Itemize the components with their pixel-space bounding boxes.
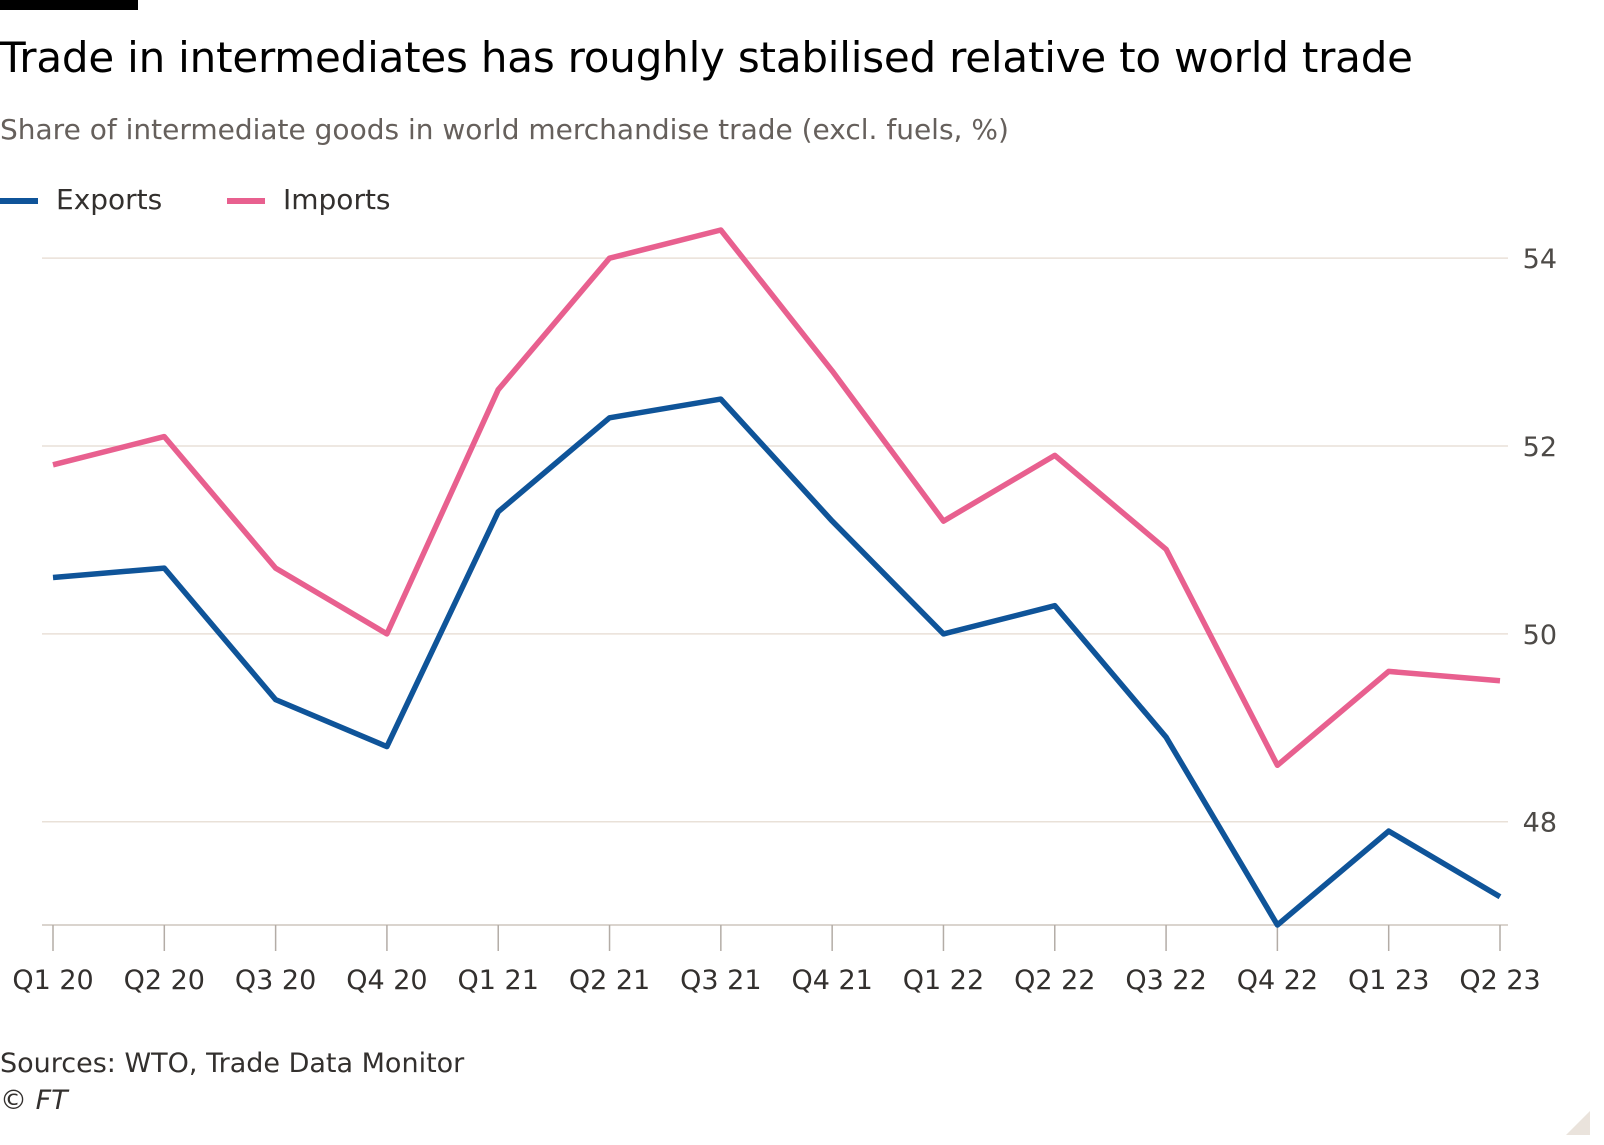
source-note: Sources: WTO, Trade Data Monitor [0, 1048, 465, 1079]
x-tick-label-q4-22: Q4 22 [1237, 965, 1318, 996]
x-tick-label-q3-20: Q3 20 [235, 965, 316, 996]
x-tick-label-q2-22: Q2 22 [1014, 965, 1095, 996]
y-tick-label-54: 54 [1523, 244, 1557, 275]
legend-swatch-imports [227, 198, 265, 204]
x-tick-label-q1-21: Q1 21 [458, 965, 539, 996]
x-tick-label-q4-21: Q4 21 [791, 965, 872, 996]
x-tick-label-q3-21: Q3 21 [680, 965, 761, 996]
y-tick-label-50: 50 [1523, 620, 1557, 651]
line-chart: 48 50 52 54 Q1 20 Q2 20 Q3 20 Q4 20 Q1 21 Q2 21 Q3… [12, 227, 1557, 996]
x-tick-label-q1-22: Q1 22 [903, 965, 984, 996]
series-line-exports [52, 396, 1502, 928]
series-line-imports [52, 227, 1501, 769]
legend-label-imports: Imports [283, 183, 391, 216]
corner-mark [1566, 1111, 1590, 1135]
x-tick-label-q3-22: Q3 22 [1125, 965, 1206, 996]
x-tick-label-q2-23: Q2 23 [1459, 965, 1540, 996]
copyright-note: © FT [0, 1085, 68, 1116]
legend-label-exports: Exports [56, 183, 163, 216]
chart-title: Trade in intermediates has roughly stabi… [0, 33, 1413, 82]
y-tick-label-52: 52 [1523, 432, 1557, 463]
x-tick-label-q1-23: Q1 23 [1348, 965, 1429, 996]
x-tick-label-q1-20: Q1 20 [12, 965, 93, 996]
legend-swatch-exports [0, 198, 38, 204]
y-tick-label-48: 48 [1523, 808, 1557, 839]
x-tick-label-q2-20: Q2 20 [124, 965, 205, 996]
brand-bar [0, 0, 138, 10]
x-tick-label-q4-20: Q4 20 [346, 965, 427, 996]
x-tick-label-q2-21: Q2 21 [569, 965, 650, 996]
chart-subtitle: Share of intermediate goods in world mer… [0, 113, 1009, 146]
